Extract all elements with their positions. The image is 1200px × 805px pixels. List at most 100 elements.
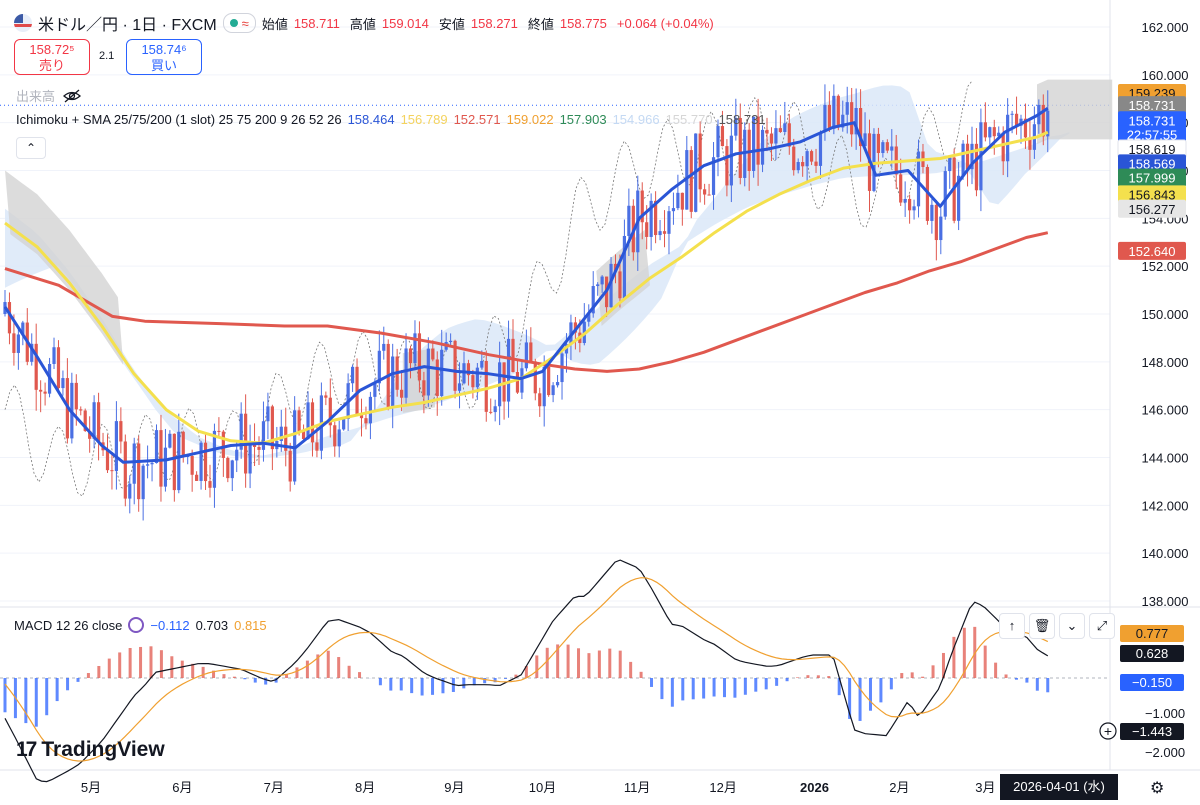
indicator-value-7: 158.731 (718, 112, 766, 127)
candle (92, 395, 96, 449)
buy-button[interactable]: 158.74⁶ 買い (126, 39, 202, 75)
x-tick-label: 2月 (889, 780, 909, 795)
macd-histogram-bar (858, 678, 862, 721)
candle (172, 433, 176, 502)
volume-label: 出来高 (16, 89, 56, 104)
candle (132, 437, 136, 505)
indicator-value-6: 155.770 (665, 112, 713, 127)
candle (787, 113, 791, 155)
candle (796, 158, 800, 174)
svg-text:22:57:55: 22:57:55 (1127, 128, 1178, 143)
macd-histogram-bar (347, 665, 351, 678)
candle (457, 362, 462, 409)
candle (114, 401, 119, 490)
cloud-area (5, 85, 1070, 458)
candle (355, 358, 359, 416)
move-pane-up-button[interactable]: ↑ (999, 613, 1025, 639)
candle (65, 358, 69, 444)
sell-price: 158.72⁵ (29, 42, 75, 57)
add-icon[interactable] (1099, 722, 1117, 740)
candle (61, 370, 65, 396)
macd-histogram-bar (264, 678, 268, 685)
delete-pane-button[interactable]: 🗑 (1029, 613, 1055, 639)
candle (154, 424, 159, 464)
market-status-pill[interactable]: ≈ (222, 13, 256, 33)
candle (912, 199, 916, 220)
macd-value-tag (1120, 625, 1184, 642)
candle (257, 436, 261, 466)
candle (783, 101, 787, 135)
candle (3, 289, 7, 317)
price-tag: 158.731 (1118, 111, 1186, 130)
candle (654, 191, 658, 244)
candle (801, 156, 805, 177)
candle (270, 404, 274, 471)
x-tick-label: 2026 (800, 780, 829, 795)
svg-text:156.277: 156.277 (1129, 202, 1176, 217)
macd-histogram-bar (921, 676, 925, 678)
maximize-pane-button[interactable]: ⤢ (1089, 613, 1115, 639)
indicator-value-2: 152.571 (453, 112, 501, 127)
macd-histogram-bar (66, 678, 70, 691)
candle (408, 345, 413, 379)
macd-settings-icon[interactable] (128, 617, 145, 633)
candle (765, 117, 769, 152)
candle (734, 98, 738, 141)
candle (159, 414, 163, 502)
indicator-legend[interactable]: Ichimoku + SMA 25/75/200 (1 slot) 25 75 … (16, 112, 766, 127)
sell-button[interactable]: 158.72⁵ 売り (14, 39, 90, 75)
tradingview-logo[interactable]: 17 TradingView (16, 738, 165, 762)
candlestick-series (3, 84, 1050, 521)
candle (725, 139, 729, 197)
gear-icon[interactable]: ⚙ (1150, 780, 1165, 797)
candle (177, 413, 181, 494)
eye-hidden-icon[interactable] (63, 89, 82, 103)
macd-histogram-bar (910, 672, 914, 678)
close-value: 158.775 (559, 15, 607, 31)
macd-value-tag (1120, 645, 1184, 662)
collapse-pane-button[interactable]: ⌄ (1059, 613, 1085, 639)
macd-histogram-bar (378, 678, 382, 686)
symbol-title[interactable]: 米ドル／円 · 1日 · FXCM (38, 17, 217, 34)
candle (364, 406, 368, 430)
macd-value-tag-text: −0.150 (1132, 675, 1172, 690)
macd-histogram-bar (1004, 674, 1008, 678)
candle (979, 108, 983, 212)
volume-legend[interactable]: 出来高 (16, 86, 82, 105)
macd-histogram-bar (848, 678, 852, 719)
macd-histogram-bar (504, 678, 508, 679)
macd-histogram-bar (34, 678, 38, 727)
candle (141, 463, 145, 521)
candle (293, 396, 297, 485)
candle (34, 323, 38, 411)
x-tick-label: 11月 (624, 780, 651, 795)
macd-histogram-bar (86, 673, 90, 678)
macd-histogram-bar (76, 678, 80, 682)
macd-legend[interactable]: MACD 12 26 close −0.112 0.703 0.815 (14, 617, 267, 633)
candle (515, 358, 520, 394)
macd-histogram-bar (514, 674, 518, 678)
candle (858, 89, 863, 162)
macd-histogram-bar (326, 650, 330, 678)
candle (261, 401, 266, 462)
macd-histogram-bar (431, 678, 435, 695)
candle (110, 453, 114, 490)
candle (703, 183, 707, 205)
candle (435, 351, 439, 416)
candle (471, 369, 475, 399)
collapse-legend-button[interactable]: ⌃ (16, 137, 46, 159)
macd-value-tag-text: −1.443 (1132, 724, 1172, 739)
macd-histogram-bar (670, 678, 674, 707)
macd-histogram-bar (650, 678, 654, 687)
macd-histogram-bar (900, 673, 904, 678)
macd-histogram-bar (837, 678, 841, 696)
sma-lines (3, 107, 1049, 464)
macd-histogram-bar (305, 660, 309, 678)
candle (649, 193, 653, 251)
macd-histogram-bar (191, 663, 195, 678)
price-tags: 159.239158.731158.73122:57:55158.619158.… (1117, 84, 1187, 260)
svg-text:158.619: 158.619 (1129, 142, 1176, 157)
candle (711, 142, 716, 210)
candle (752, 116, 756, 178)
